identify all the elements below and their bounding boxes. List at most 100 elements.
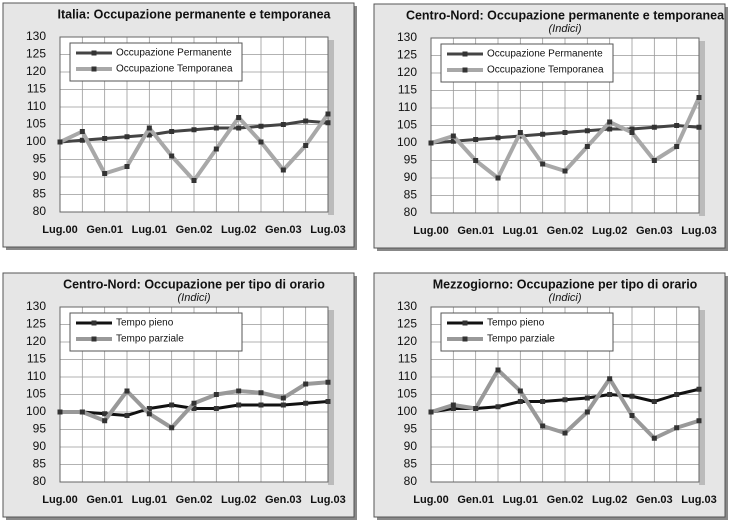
point-marker: [102, 136, 108, 141]
y-tick-label: 95: [404, 153, 418, 167]
x-tick-label: Lug.02: [592, 494, 627, 506]
point-marker: [258, 390, 264, 396]
point-marker: [146, 406, 152, 411]
legend-marker: [91, 320, 97, 326]
point-marker: [213, 125, 219, 131]
x-tick-label: Gen.02: [547, 225, 584, 237]
plot-border: [430, 306, 700, 483]
point-marker: [696, 124, 702, 130]
point-marker: [674, 425, 680, 431]
y-tick-label: 85: [404, 457, 418, 471]
x-tick-label: Lug.03: [681, 225, 716, 237]
point-marker: [562, 130, 568, 135]
point-marker: [213, 406, 219, 411]
y-tick-label: 120: [397, 65, 417, 79]
y-tick-label: 130: [397, 30, 417, 44]
point-marker: [258, 123, 264, 129]
chart-panel: Centro-Nord: Occupazione per tipo di ora…: [2, 272, 357, 520]
x-tick-label: Gen.01: [457, 494, 494, 506]
point-marker: [629, 413, 635, 418]
point-marker: [303, 400, 309, 406]
legend-label: Occupazione Permanente: [487, 49, 603, 60]
point-marker: [146, 125, 152, 131]
point-marker: [213, 146, 219, 152]
legend-label: Occupazione Temporanea: [116, 64, 233, 75]
point-marker: [325, 120, 331, 126]
point-marker: [651, 399, 657, 404]
chart-panel: Italia: Occupazione permanente e tempora…: [2, 2, 357, 250]
point-marker: [495, 367, 501, 373]
x-tick-label: Gen.02: [547, 494, 584, 506]
point-marker: [146, 132, 152, 138]
x-tick-label: Gen.01: [86, 224, 123, 236]
x-tick-label: Lug.01: [503, 225, 538, 237]
point-marker: [540, 399, 546, 404]
point-marker: [473, 158, 479, 163]
point-marker: [102, 171, 108, 176]
legend-marker: [462, 320, 468, 326]
x-tick-label: Lug.01: [132, 224, 167, 236]
point-marker: [562, 168, 568, 174]
x-tick-label: Gen.02: [176, 224, 213, 236]
point-marker: [428, 409, 434, 415]
y-tick-label: 105: [26, 117, 46, 131]
point-marker: [124, 388, 130, 394]
y-tick-label: 120: [26, 334, 46, 348]
y-tick-label: 120: [26, 64, 46, 78]
point-marker: [696, 95, 702, 100]
point-marker: [540, 161, 546, 167]
point-marker: [428, 140, 434, 146]
point-marker: [562, 430, 568, 436]
chart-subtitle: (Indici): [548, 292, 581, 304]
x-tick-label: Lug.02: [221, 224, 256, 236]
legend-label: Occupazione Temporanea: [487, 65, 604, 76]
x-tick-label: Lug.00: [413, 225, 448, 237]
point-marker: [450, 138, 456, 144]
point-marker: [191, 406, 197, 411]
point-marker: [280, 167, 286, 173]
point-marker: [540, 131, 546, 137]
point-marker: [191, 127, 197, 133]
legend-box: [69, 42, 243, 82]
y-tick-label: 130: [26, 299, 46, 313]
x-tick-label: Lug.03: [310, 494, 345, 506]
point-marker: [169, 153, 175, 159]
point-marker: [57, 409, 63, 415]
y-tick-label: 105: [26, 387, 46, 401]
point-marker: [607, 119, 613, 125]
legend-label: Tempo parziale: [487, 334, 555, 345]
point-marker: [651, 435, 657, 441]
y-tick-label: 80: [33, 474, 47, 488]
chart-subtitle: (Indici): [548, 23, 581, 35]
point-marker: [517, 388, 523, 394]
point-marker: [258, 139, 264, 145]
y-tick-label: 115: [27, 82, 46, 96]
point-marker: [169, 129, 175, 134]
point-marker: [696, 418, 702, 424]
point-marker: [584, 144, 590, 149]
point-marker: [57, 139, 63, 145]
plot-shadow: [699, 41, 705, 216]
legend-label: Tempo pieno: [487, 318, 545, 329]
point-marker: [213, 392, 219, 397]
point-marker: [607, 126, 613, 132]
plot-border: [59, 306, 329, 483]
y-tick-label: 110: [398, 100, 417, 114]
point-marker: [517, 399, 523, 404]
point-marker: [79, 409, 85, 415]
point-marker: [629, 393, 635, 399]
x-tick-label: Gen.01: [86, 494, 123, 506]
point-marker: [674, 392, 680, 397]
point-marker: [450, 402, 456, 408]
x-tick-label: Lug.01: [132, 494, 167, 506]
point-marker: [236, 115, 242, 120]
point-marker: [473, 406, 479, 411]
y-tick-label: 90: [404, 170, 418, 184]
point-marker: [169, 402, 175, 408]
point-marker: [303, 381, 309, 387]
x-tick-label: Gen.03: [636, 225, 673, 237]
y-tick-label: 95: [33, 422, 47, 436]
y-tick-label: 100: [397, 135, 417, 149]
x-tick-label: Lug.03: [681, 494, 716, 506]
